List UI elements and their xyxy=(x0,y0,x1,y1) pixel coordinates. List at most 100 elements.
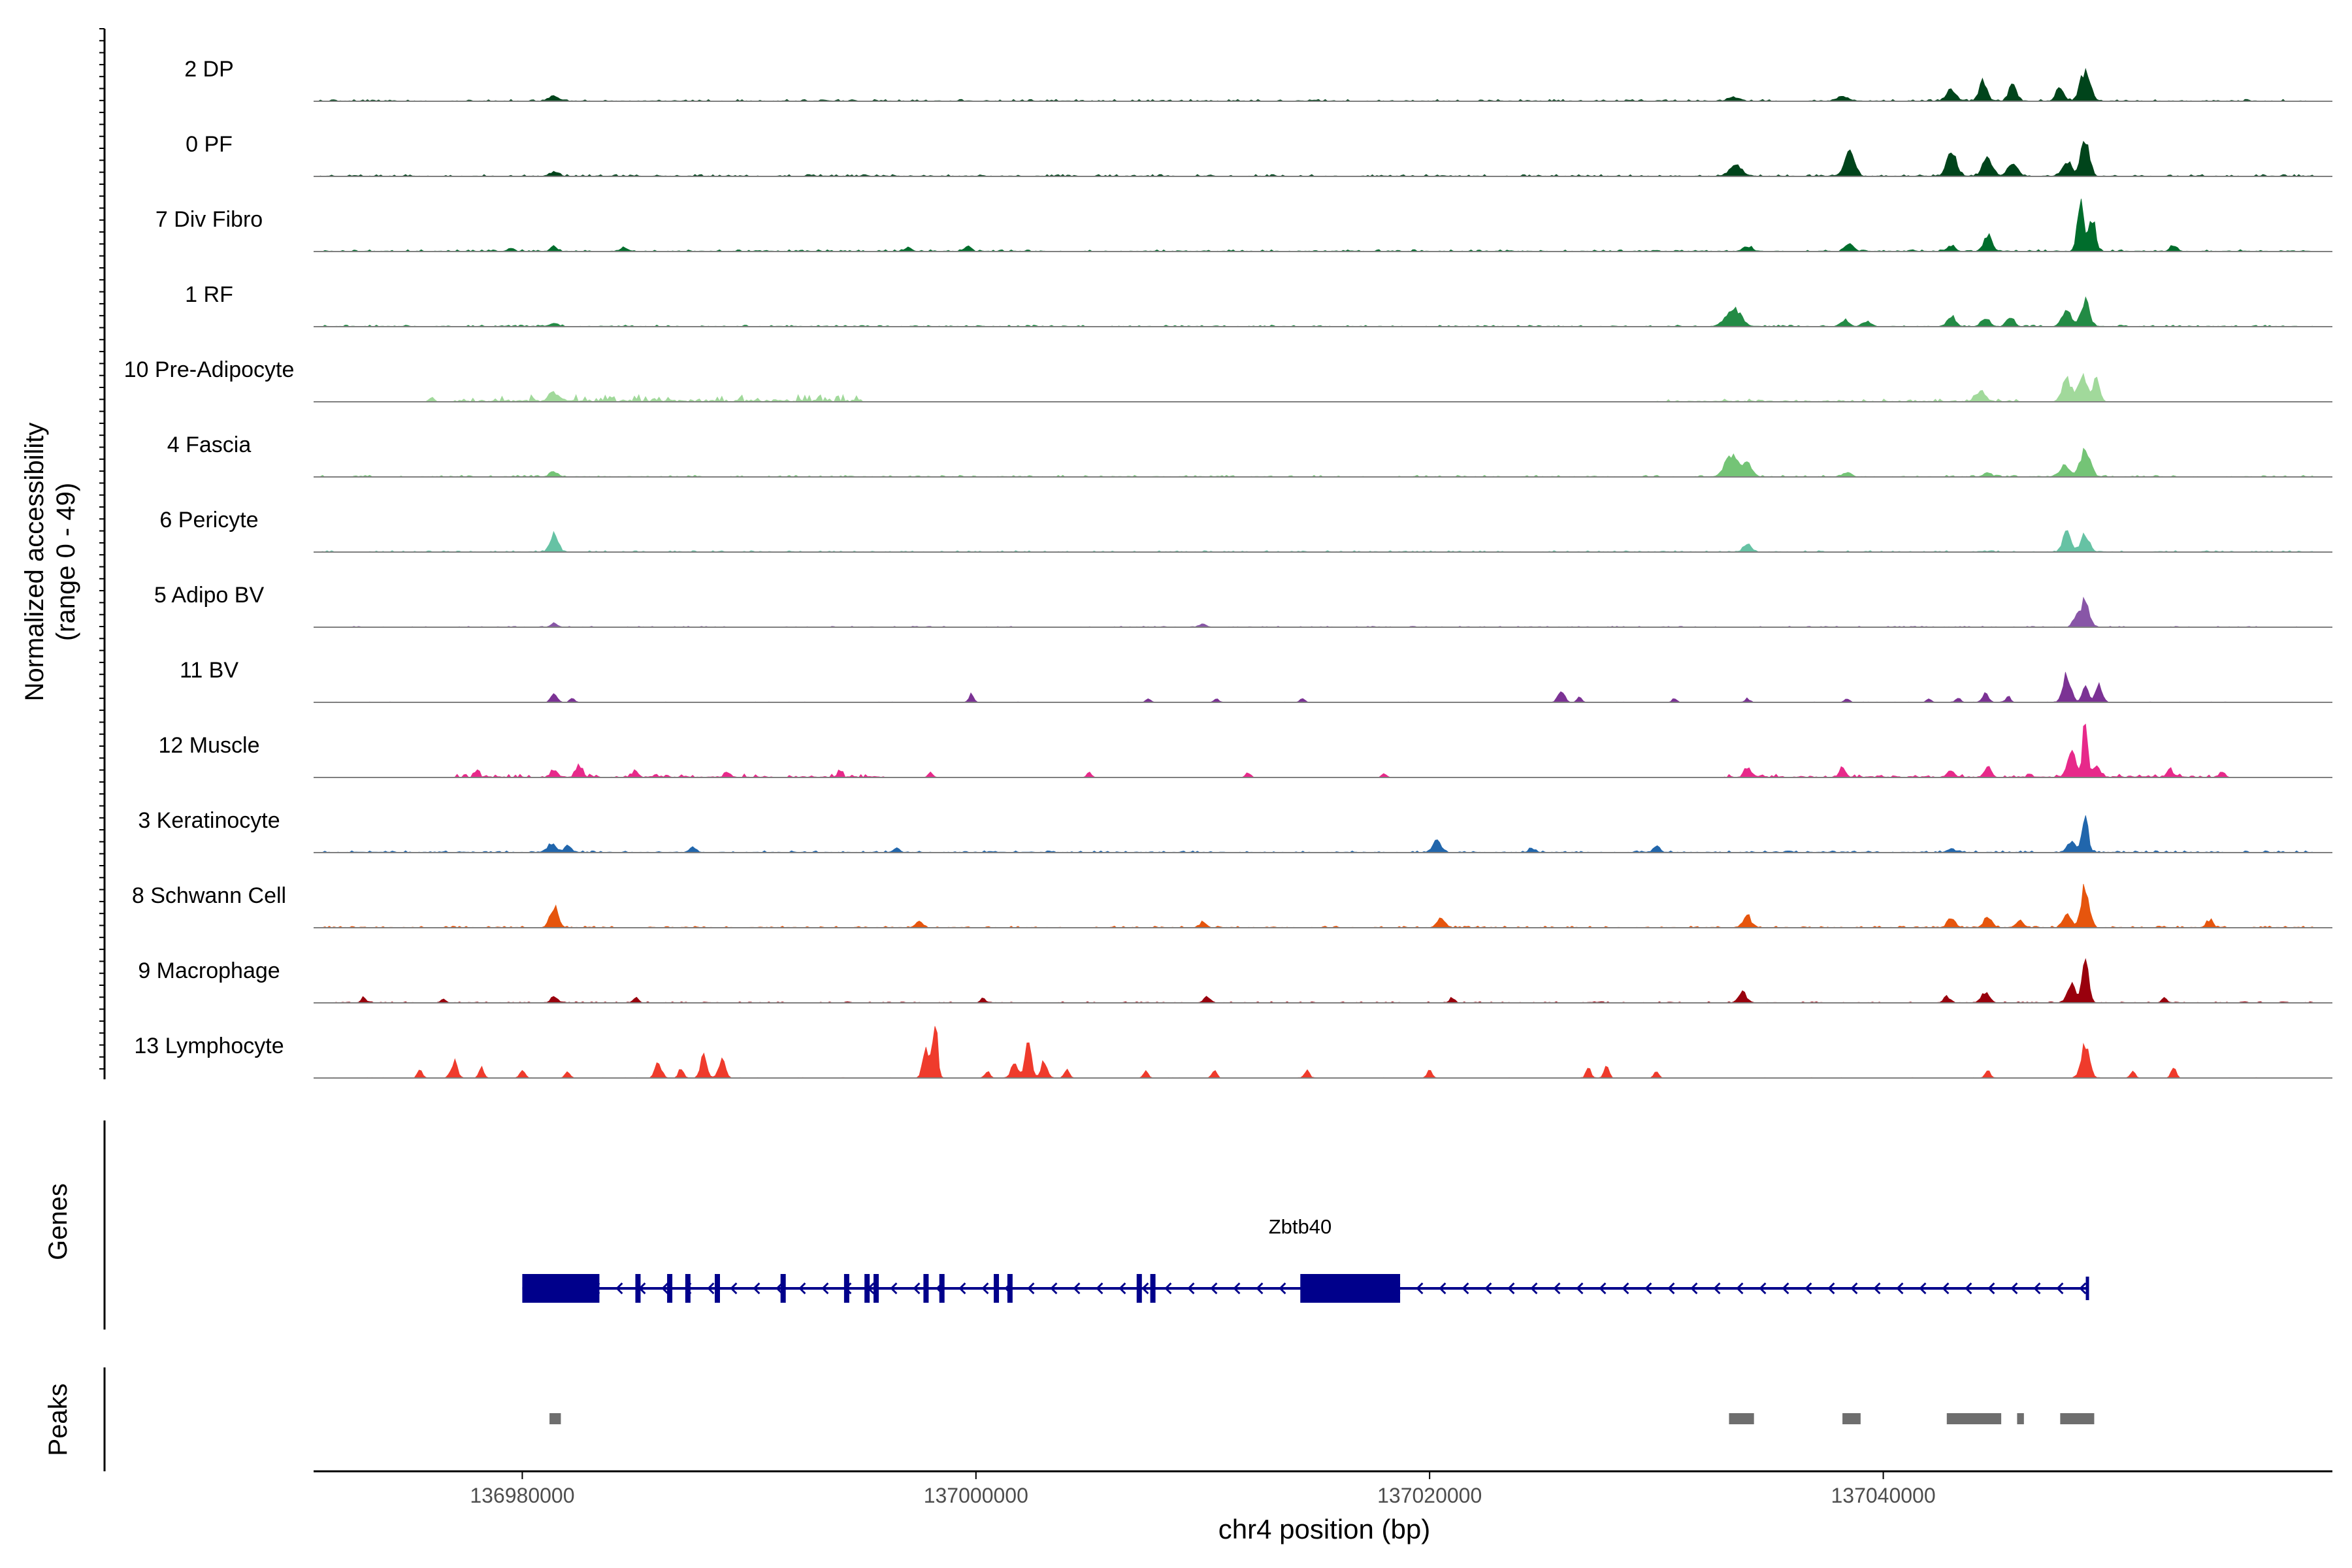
strand-arrow xyxy=(1805,1282,1812,1295)
track-13: 9 Macrophage xyxy=(138,958,2332,1004)
coverage-area xyxy=(314,448,2332,478)
coverage-tracks: 2 DP 0 PF 7 Div Fibro 1 RF 10 Pre-Adipocyte 4… xyxy=(124,57,2332,1079)
peak-region xyxy=(2017,1413,2024,1424)
gene-exon-block xyxy=(1300,1274,1401,1303)
strand-arrow xyxy=(615,1282,623,1295)
coverage-area xyxy=(314,67,2332,102)
strand-arrow xyxy=(1667,1282,1675,1295)
gene-exon xyxy=(1136,1274,1142,1303)
gene-name-label: Zbtb40 xyxy=(1269,1215,1332,1238)
track-9: 11 BV xyxy=(180,658,2332,703)
peak-region xyxy=(1946,1413,2002,1424)
accessibility-axis: Normalized accessibility (range 0 - 49) xyxy=(20,28,106,1079)
strand-arrow xyxy=(1644,1282,1652,1295)
strand-arrow xyxy=(1919,1282,1927,1295)
track-label: 0 PF xyxy=(186,132,233,157)
gene-exon xyxy=(685,1274,691,1303)
track-2: 0 PF xyxy=(186,132,2332,177)
strand-arrow xyxy=(1073,1282,1081,1295)
track-11: 3 Keratinocyte xyxy=(138,808,2332,853)
coverage-area xyxy=(314,296,2332,327)
strand-arrow xyxy=(1622,1282,1629,1295)
strand-arrow xyxy=(1942,1282,1950,1295)
strand-arrow xyxy=(2010,1282,2018,1295)
track-14: 13 Lymphocyte xyxy=(134,1026,2332,1079)
x-tick-label: 137000000 xyxy=(924,1484,1028,1507)
x-axis: chr4 position (bp) 136980000 137000000 137… xyxy=(314,1470,2332,1544)
genes-panel-title: Genes xyxy=(44,1183,73,1260)
gene-exon xyxy=(780,1274,786,1303)
track-1: 2 DP xyxy=(184,57,2332,102)
strand-arrow xyxy=(2056,1282,2064,1295)
strand-arrow xyxy=(1553,1282,1561,1295)
track-6: 4 Fascia xyxy=(167,433,2332,478)
coverage-area xyxy=(314,530,2332,553)
strand-arrow xyxy=(798,1282,806,1295)
track-label: 6 Pericyte xyxy=(159,508,258,532)
coverage-area xyxy=(314,672,2332,703)
strand-arrow xyxy=(1896,1282,1904,1295)
gene-exon-block xyxy=(522,1274,600,1303)
strand-arrow xyxy=(1873,1282,1881,1295)
strand-arrow xyxy=(2079,1282,2087,1295)
coverage-area xyxy=(314,372,2332,402)
x-tick-label: 136980000 xyxy=(470,1484,574,1507)
x-tick-label: 137040000 xyxy=(1831,1484,1935,1507)
track-label: 5 Adipo BV xyxy=(154,583,265,608)
track-label: 12 Muscle xyxy=(159,733,260,758)
track-label: 13 Lymphocyte xyxy=(134,1034,284,1058)
track-label: 2 DP xyxy=(184,57,234,82)
peak-region xyxy=(1842,1413,1861,1424)
coverage-area xyxy=(314,1026,2332,1079)
coverage-area xyxy=(314,140,2332,177)
strand-arrow xyxy=(1050,1282,1058,1295)
track-10: 12 Muscle xyxy=(159,723,2332,778)
strand-arrow xyxy=(981,1282,989,1295)
strand-arrow xyxy=(1210,1282,1218,1295)
strand-arrow xyxy=(1462,1282,1469,1295)
strand-arrow xyxy=(958,1282,966,1295)
track-label: 9 Macrophage xyxy=(138,958,280,983)
track-7: 6 Pericyte xyxy=(159,508,2332,553)
strand-arrow xyxy=(1141,1282,1149,1295)
track-label: 10 Pre-Adipocyte xyxy=(124,357,295,382)
y-axis-title-line1: Normalized accessibility xyxy=(20,423,49,702)
gene-exon xyxy=(1150,1274,1156,1303)
coverage-area xyxy=(314,596,2332,628)
strand-arrow xyxy=(2033,1282,2041,1295)
coverage-area xyxy=(314,199,2332,252)
track-8: 5 Adipo BV xyxy=(154,583,2332,628)
strand-arrow xyxy=(1576,1282,1584,1295)
peak-track: Peaks xyxy=(44,1367,2095,1471)
strand-arrow xyxy=(821,1282,829,1295)
track-12: 8 Schwann Cell xyxy=(132,883,2332,928)
gene-exon xyxy=(994,1274,1000,1303)
track-label: 11 BV xyxy=(180,658,238,683)
strand-arrow xyxy=(1827,1282,1835,1295)
track-label: 7 Div Fibro xyxy=(155,207,263,232)
gene-exon xyxy=(843,1274,849,1303)
gene-exon xyxy=(1007,1274,1013,1303)
gene-exon xyxy=(864,1274,870,1303)
gene-exon xyxy=(874,1274,879,1303)
peak-region xyxy=(1729,1413,1754,1424)
peak-region xyxy=(2060,1413,2095,1424)
gene-exon xyxy=(715,1274,720,1303)
gene-track: Genes Zbtb40 xyxy=(44,1120,2089,1330)
gene-exon xyxy=(635,1274,641,1303)
coverage-area xyxy=(314,815,2332,853)
x-tick-label: 137020000 xyxy=(1377,1484,1482,1507)
strand-arrow xyxy=(1599,1282,1607,1295)
strand-arrow xyxy=(1096,1282,1103,1295)
strand-arrow xyxy=(1965,1282,1972,1295)
strand-arrow xyxy=(1027,1282,1035,1295)
track-5: 10 Pre-Adipocyte xyxy=(124,357,2332,402)
track-label: 1 RF xyxy=(185,282,233,307)
strand-arrow xyxy=(730,1282,738,1295)
gene-exon xyxy=(923,1274,929,1303)
track-label: 3 Keratinocyte xyxy=(138,808,280,833)
strand-arrow xyxy=(1530,1282,1538,1295)
coverage-area xyxy=(314,723,2332,778)
strand-arrow xyxy=(1507,1282,1515,1295)
